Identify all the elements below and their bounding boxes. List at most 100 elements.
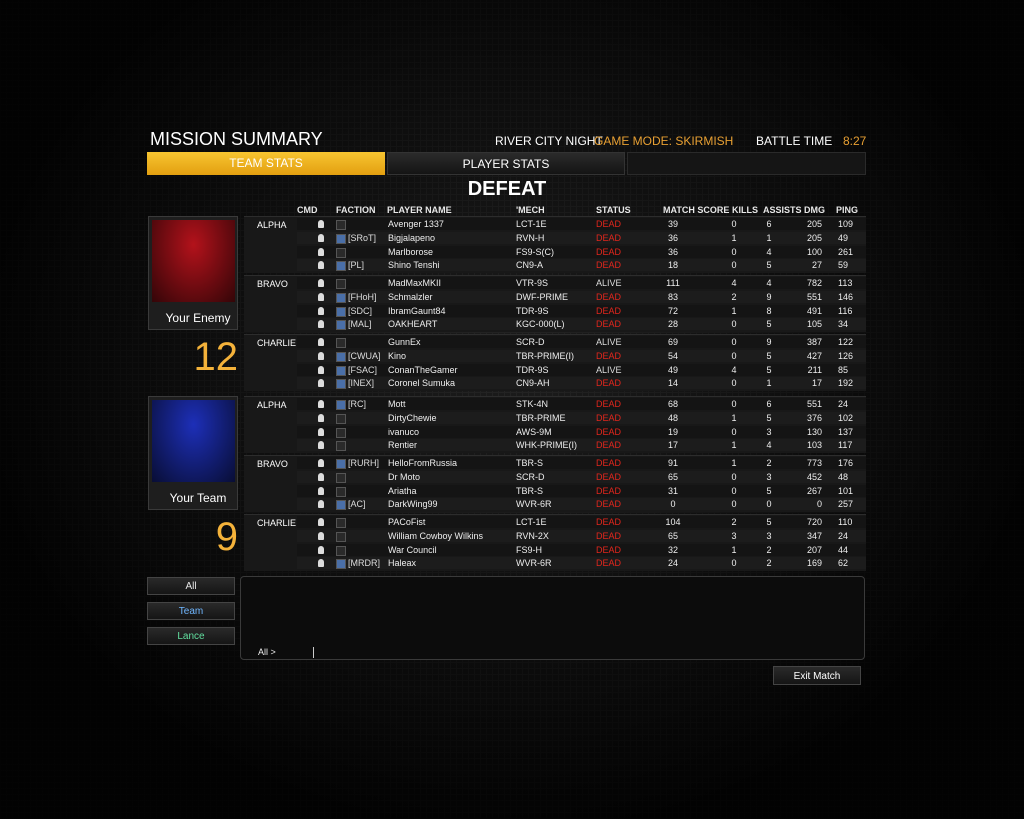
damage: 103 <box>806 440 822 451</box>
cmd-icon <box>318 261 324 270</box>
mech: FS9-H <box>516 544 543 555</box>
score: 14 <box>667 378 678 389</box>
score: 91 <box>667 458 678 468</box>
team-name: Your Team <box>169 491 227 505</box>
row <box>297 363 866 376</box>
damage: 773 <box>806 458 822 468</box>
kills: 2 <box>731 291 737 302</box>
kills: 0 <box>731 246 737 257</box>
row <box>297 231 866 244</box>
faction-icon <box>336 545 346 556</box>
team-name: Your Enemy <box>165 311 231 325</box>
faction-icon <box>336 500 346 511</box>
player-name: Ariatha <box>388 485 417 496</box>
mech: TBR-PRIME(I) <box>516 350 574 361</box>
assists: 4 <box>766 440 772 451</box>
mech: SCR-D <box>516 471 545 482</box>
damage: 491 <box>806 305 822 316</box>
column-header: STATUS <box>596 205 631 215</box>
cmd-icon <box>318 559 324 568</box>
mech: WHK-PRIME(I) <box>516 440 577 451</box>
status: DEAD <box>596 305 622 316</box>
kills: 0 <box>731 378 737 389</box>
column-header: PLAYER NAME <box>387 205 452 215</box>
damage: 205 <box>806 219 822 229</box>
kills: 0 <box>731 219 737 229</box>
row <box>297 498 866 511</box>
lance-name: CHARLIE <box>257 518 297 528</box>
assists: 3 <box>766 471 772 482</box>
row <box>297 290 866 303</box>
unit-tag: [SRoT] <box>348 232 377 243</box>
assists: 8 <box>766 305 772 316</box>
unit-tag: [SDC] <box>348 305 373 316</box>
row <box>297 336 866 348</box>
faction-icon <box>336 459 346 469</box>
kills: 0 <box>731 260 737 271</box>
flag <box>152 220 235 302</box>
player-name: OAKHEART <box>388 319 438 330</box>
player-name: ConanTheGamer <box>388 364 458 375</box>
score: 48 <box>667 412 678 423</box>
chat-channel-button[interactable]: All <box>147 577 235 595</box>
player-name: William Cowboy Wilkins <box>388 530 484 541</box>
score: 36 <box>667 232 678 243</box>
damage: 551 <box>806 399 822 409</box>
row <box>297 543 866 556</box>
mech: TBR-S <box>516 485 543 496</box>
ping: 59 <box>838 260 849 271</box>
kills: 1 <box>731 412 737 423</box>
assists: 9 <box>766 337 772 347</box>
assists: 4 <box>766 278 772 288</box>
faction-icon <box>336 427 346 438</box>
cmd-icon <box>318 427 324 436</box>
player-name: Shino Tenshi <box>388 260 440 271</box>
status: DEAD <box>596 246 622 257</box>
ping: 102 <box>838 412 854 423</box>
column-header: DMG <box>804 205 825 215</box>
unit-tag: [RC] <box>348 399 366 409</box>
cmd-icon <box>318 518 324 526</box>
player-name: HelloFromRussia <box>388 458 458 468</box>
cmd-icon <box>318 338 324 346</box>
ping: 116 <box>838 305 853 316</box>
kills: 0 <box>731 399 737 409</box>
score: 65 <box>667 471 678 482</box>
ping: 85 <box>838 364 849 375</box>
cmd-icon <box>318 486 324 495</box>
kills: 1 <box>731 544 737 555</box>
kills: 4 <box>731 278 737 288</box>
score: 19 <box>667 426 678 437</box>
status: DEAD <box>596 399 622 409</box>
kills: 0 <box>731 337 737 347</box>
status: DEAD <box>596 558 622 569</box>
game-mode: GAME MODE: SKIRMISH <box>594 134 734 148</box>
chat-channel-button[interactable]: Team <box>147 602 235 620</box>
kills: 0 <box>731 426 737 437</box>
title: MISSION SUMMARY <box>150 129 323 149</box>
player-name: DirtyChewie <box>388 412 437 423</box>
chat-channel-button[interactable]: Lance <box>147 627 235 645</box>
mech: RVN-H <box>516 232 545 243</box>
faction-icon <box>336 472 346 483</box>
score: 69 <box>667 337 678 347</box>
chat-prompt: All > <box>258 647 276 657</box>
cmd-icon <box>318 472 324 481</box>
damage: 452 <box>806 471 822 482</box>
mech: AWS-9M <box>516 426 552 437</box>
row <box>297 304 866 317</box>
exit-button[interactable]: Exit Match <box>773 666 861 685</box>
faction-icon <box>336 233 346 244</box>
row <box>297 277 866 289</box>
tab[interactable]: TEAM STATS <box>147 152 385 175</box>
faction-icon <box>336 413 346 424</box>
row <box>297 484 866 497</box>
tab[interactable]: PLAYER STATS <box>387 152 625 175</box>
ping: 176 <box>838 458 854 468</box>
cmd-icon <box>318 441 324 450</box>
unit-tag: [PL] <box>348 260 365 271</box>
player-name: Rentier <box>388 440 418 451</box>
damage: 17 <box>811 378 822 389</box>
row <box>297 259 866 272</box>
